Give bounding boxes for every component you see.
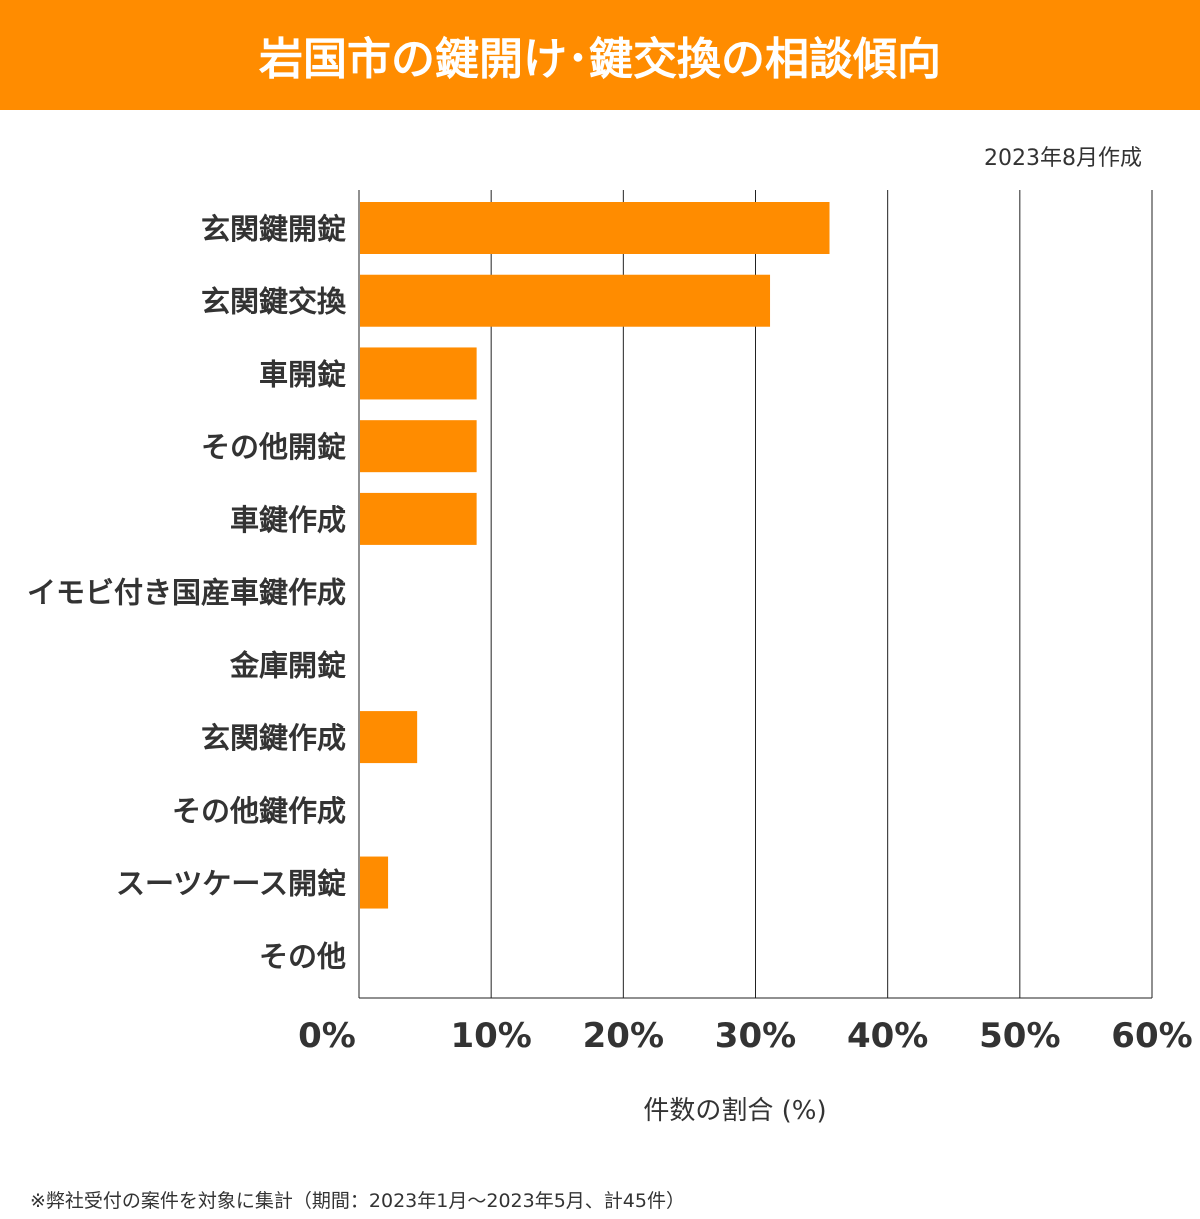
category-label: 玄関鍵交換 xyxy=(201,285,347,319)
x-axis-label: 件数の割合 (%) xyxy=(643,1096,827,1126)
bar xyxy=(360,202,830,254)
bar xyxy=(360,347,477,400)
x-tick-label: 40% xyxy=(847,1016,928,1056)
x-tick-label: 50% xyxy=(979,1016,1060,1056)
footnote: ※弊社受付の案件を対象に集計（期間：2023年1月～2023年5月、計45件） xyxy=(30,1190,685,1212)
chart-title: 岩国市の鍵開け･鍵交換の相談傾向 xyxy=(0,0,1200,110)
bar xyxy=(360,711,418,764)
x-tick-label: 0% xyxy=(298,1016,356,1056)
category-label: イモビ付き国産車鍵作成 xyxy=(27,576,346,610)
category-label: 玄関鍵開錠 xyxy=(201,212,346,246)
x-tick-label: 60% xyxy=(1111,1016,1192,1056)
x-tick-label: 30% xyxy=(715,1016,796,1056)
bar xyxy=(360,856,389,909)
bar xyxy=(360,492,477,545)
category-label: その他開錠 xyxy=(201,430,346,464)
category-label: その他鍵作成 xyxy=(172,794,346,828)
bar xyxy=(360,420,477,473)
category-label: 玄関鍵作成 xyxy=(201,721,346,755)
x-tick-label: 10% xyxy=(450,1016,531,1056)
x-tick-label: 20% xyxy=(583,1016,664,1056)
bar xyxy=(360,274,771,327)
category-label: 車開錠 xyxy=(259,357,346,391)
category-label: 金庫開錠 xyxy=(229,648,346,682)
category-label: その他 xyxy=(259,939,346,973)
date-note: 2023年8月作成 xyxy=(984,146,1142,171)
category-label: スーツケース開錠 xyxy=(116,867,346,901)
category-label: 車鍵作成 xyxy=(230,503,346,537)
